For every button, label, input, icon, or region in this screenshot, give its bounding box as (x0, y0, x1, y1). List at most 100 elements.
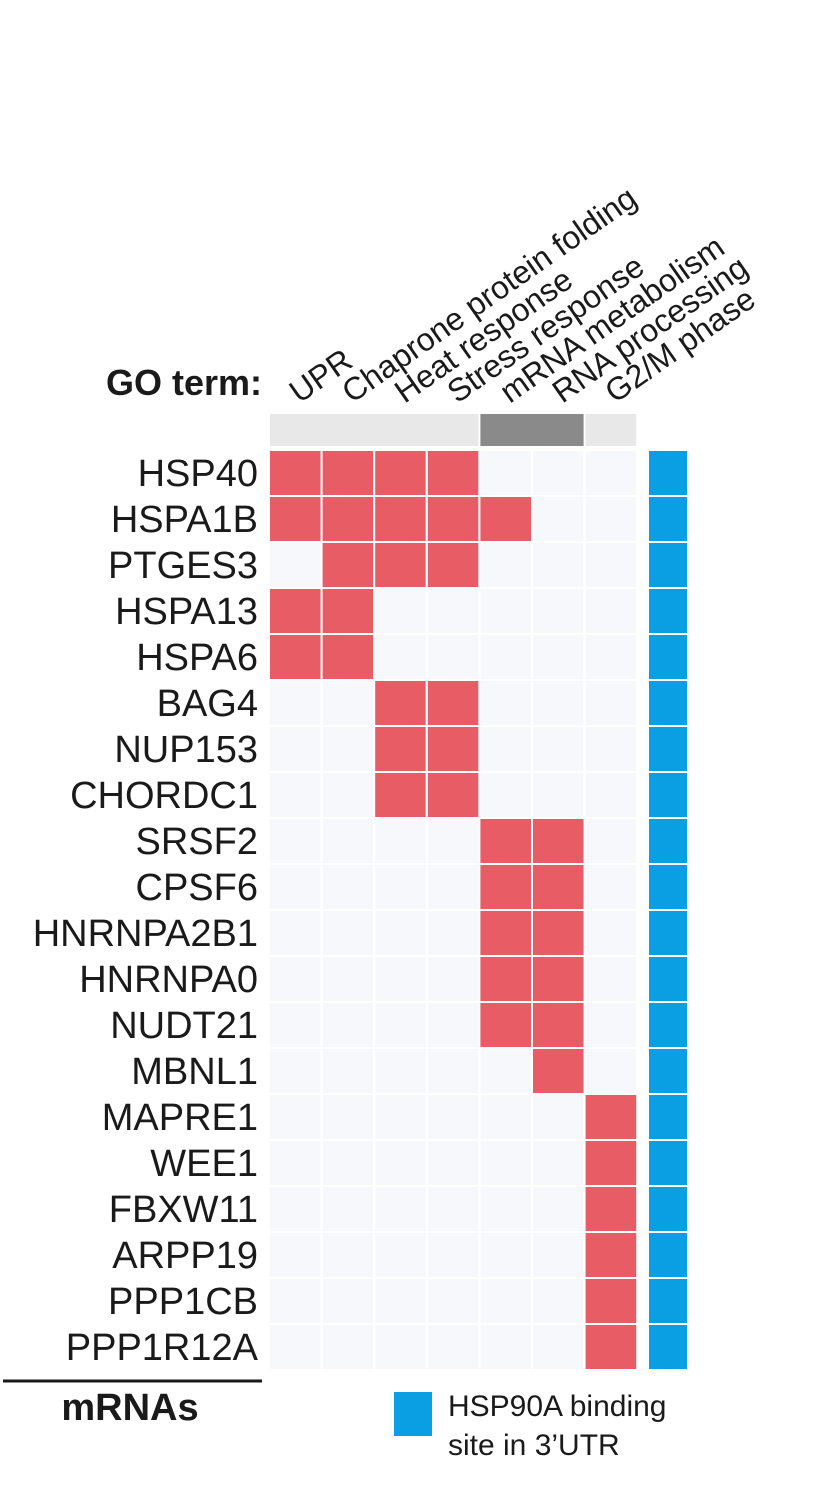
cell-ppp1r12a-g2-m-phase (583, 1323, 639, 1371)
cell-hsp40-stress-response (425, 449, 481, 497)
row-label-wee1: WEE1 (150, 1143, 258, 1185)
cell-nup153-chaprone-protein-folding (320, 725, 376, 773)
cell-fbxw11-stress-response (425, 1185, 481, 1233)
cell-nup153-mrna-metabolism (478, 725, 533, 773)
cell-srsf2-stress-response (425, 817, 481, 865)
row-label-cpsf6: CPSF6 (136, 867, 258, 909)
cell-hspa6-upr (268, 633, 323, 681)
binding-cell-hsp40 (647, 449, 689, 497)
cell-fbxw11-mrna-metabolism (478, 1185, 533, 1233)
cell-hsp40-mrna-metabolism (478, 449, 533, 497)
cell-hnrnpa0-heat-response (373, 955, 428, 1003)
binding-cell-mbnl1 (647, 1047, 689, 1095)
row-label-nup153: NUP153 (114, 729, 258, 771)
cell-fbxw11-heat-response (373, 1185, 428, 1233)
cell-hspa1b-mrna-metabolism (478, 495, 533, 543)
cell-hsp40-g2-m-phase (583, 449, 639, 497)
cell-ptges3-chaprone-protein-folding (320, 541, 376, 589)
cell-hspa6-rna-processing (531, 633, 586, 681)
binding-cell-mapre1 (647, 1093, 689, 1141)
cell-arpp19-upr (268, 1231, 323, 1279)
cell-ppp1r12a-mrna-metabolism (478, 1323, 533, 1371)
legend-label-line2: site in 3’UTR (448, 1429, 620, 1462)
cell-nup153-rna-processing (531, 725, 586, 773)
cell-arpp19-g2-m-phase (583, 1231, 639, 1279)
binding-cell-hspa6 (647, 633, 689, 681)
cell-ppp1cb-g2-m-phase (583, 1277, 639, 1325)
cell-hspa13-stress-response (425, 587, 481, 635)
cell-nup153-g2-m-phase (583, 725, 639, 773)
cell-cpsf6-rna-processing (531, 863, 586, 911)
cell-arpp19-mrna-metabolism (478, 1231, 533, 1279)
go-term-header: GO term: (106, 362, 262, 403)
row-label-ptges3: PTGES3 (108, 545, 258, 587)
cell-bag4-chaprone-protein-folding (320, 679, 376, 727)
row-label-mapre1: MAPRE1 (102, 1097, 258, 1139)
binding-cell-chordc1 (647, 771, 689, 819)
binding-cell-hnrnpa2b1 (647, 909, 689, 957)
cell-fbxw11-chaprone-protein-folding (320, 1185, 376, 1233)
binding-cell-arpp19 (647, 1231, 689, 1279)
binding-cell-wee1 (647, 1139, 689, 1187)
cell-mbnl1-g2-m-phase (583, 1047, 639, 1095)
cell-ppp1r12a-rna-processing (531, 1323, 586, 1371)
cell-mapre1-rna-processing (531, 1093, 586, 1141)
cell-chordc1-heat-response (373, 771, 428, 819)
cell-nudt21-mrna-metabolism (478, 1001, 533, 1049)
cell-wee1-g2-m-phase (583, 1139, 639, 1187)
row-label-fbxw11: FBXW11 (109, 1189, 258, 1231)
legend-label-line1: HSP90A binding (448, 1390, 667, 1423)
cell-mapre1-stress-response (425, 1093, 481, 1141)
cell-nup153-stress-response (425, 725, 481, 773)
row-label-hnrnpa2b1: HNRNPA2B1 (33, 913, 258, 955)
cell-hspa6-chaprone-protein-folding (320, 633, 376, 681)
cell-mapre1-g2-m-phase (583, 1093, 639, 1141)
cell-mapre1-mrna-metabolism (478, 1093, 533, 1141)
cell-hnrnpa0-mrna-metabolism (478, 955, 533, 1003)
row-label-arpp19: ARPP19 (112, 1235, 258, 1277)
row-labels: HSP40HSPA1BPTGES3HSPA13HSPA6BAG4NUP153CH… (33, 453, 259, 1369)
cell-hspa13-rna-processing (531, 587, 586, 635)
column-group-bars (270, 414, 637, 446)
cell-fbxw11-rna-processing (531, 1185, 586, 1233)
column-group-bar-2 (480, 414, 584, 446)
cell-ppp1cb-heat-response (373, 1277, 428, 1325)
cell-mapre1-heat-response (373, 1093, 428, 1141)
row-label-bag4: BAG4 (157, 683, 258, 725)
cell-hnrnpa2b1-mrna-metabolism (478, 909, 533, 957)
cell-hspa13-upr (268, 587, 323, 635)
binding-cell-nudt21 (647, 1001, 689, 1049)
cell-ptges3-g2-m-phase (583, 541, 639, 589)
cell-chordc1-stress-response (425, 771, 481, 819)
cell-mbnl1-chaprone-protein-folding (320, 1047, 376, 1095)
cell-nudt21-rna-processing (531, 1001, 586, 1049)
cell-arpp19-heat-response (373, 1231, 428, 1279)
cell-fbxw11-upr (268, 1185, 323, 1233)
legend-swatch (394, 1392, 432, 1436)
cell-cpsf6-g2-m-phase (583, 863, 639, 911)
cell-wee1-chaprone-protein-folding (320, 1139, 376, 1187)
binding-cell-fbxw11 (647, 1185, 689, 1233)
cell-ppp1r12a-chaprone-protein-folding (320, 1323, 376, 1371)
cell-fbxw11-g2-m-phase (583, 1185, 639, 1233)
cell-arpp19-rna-processing (531, 1231, 586, 1279)
cell-ppp1r12a-heat-response (373, 1323, 428, 1371)
cell-nudt21-stress-response (425, 1001, 481, 1049)
cell-hspa1b-stress-response (425, 495, 481, 543)
cell-hspa1b-rna-processing (531, 495, 586, 543)
column-group-bar-1 (270, 414, 479, 446)
row-label-nudt21: NUDT21 (110, 1005, 258, 1047)
cell-nup153-heat-response (373, 725, 428, 773)
cell-wee1-rna-processing (531, 1139, 586, 1187)
cell-hnrnpa0-chaprone-protein-folding (320, 955, 376, 1003)
row-label-ppp1r12a: PPP1R12A (66, 1327, 259, 1369)
cell-srsf2-g2-m-phase (583, 817, 639, 865)
cell-srsf2-rna-processing (531, 817, 586, 865)
cell-hsp40-chaprone-protein-folding (320, 449, 376, 497)
binding-cell-srsf2 (647, 817, 689, 865)
binding-cell-nup153 (647, 725, 689, 773)
cell-bag4-mrna-metabolism (478, 679, 533, 727)
cell-chordc1-g2-m-phase (583, 771, 639, 819)
cell-hsp40-heat-response (373, 449, 428, 497)
